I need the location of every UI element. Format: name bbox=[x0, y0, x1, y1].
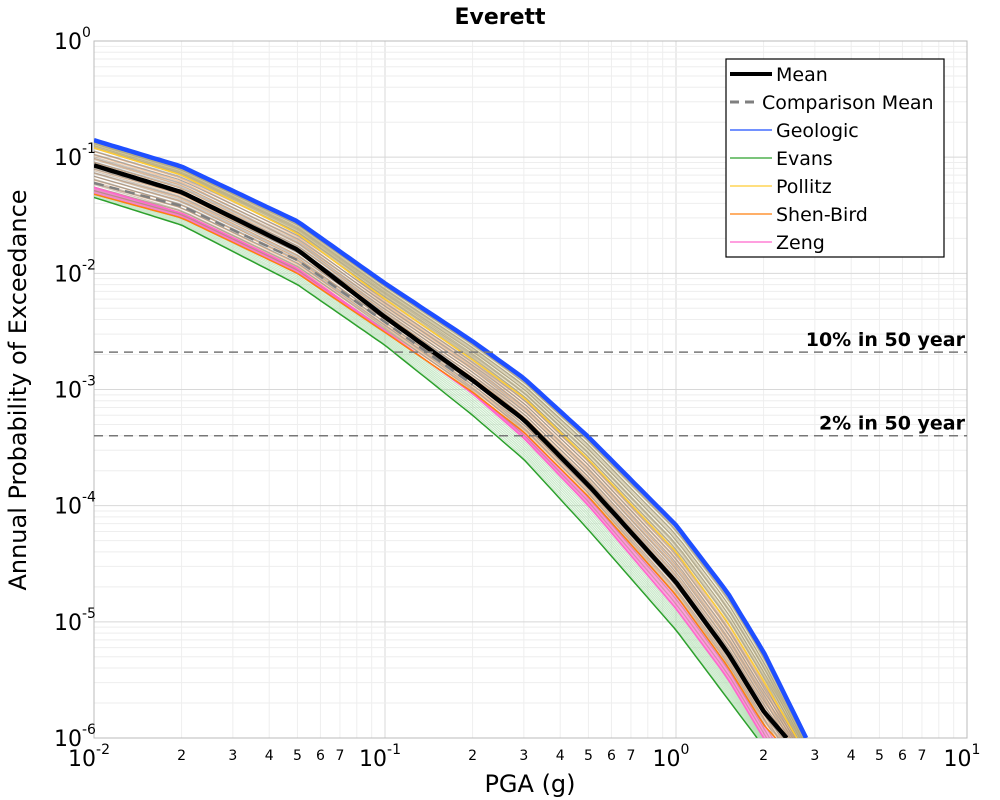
reference-lines: 10% in 50 year 2% in 50 year bbox=[94, 329, 967, 437]
branch-curve bbox=[94, 172, 794, 738]
x-minor-tick-label: 3 bbox=[810, 748, 819, 764]
y-tick-label: 10-1 bbox=[54, 141, 96, 171]
y-tick-exponent: -3 bbox=[82, 374, 96, 390]
series-line-mean bbox=[94, 163, 789, 738]
x-minor-tick-label: 4 bbox=[847, 748, 856, 764]
branch-curve bbox=[94, 143, 804, 738]
y-tick-exponent: -6 bbox=[82, 722, 96, 738]
chart-title: Everett bbox=[454, 5, 546, 30]
y-tick-label: 10-2 bbox=[54, 257, 96, 287]
legend-label-evans: Evans bbox=[776, 148, 833, 170]
series-line-pollitz bbox=[94, 147, 798, 738]
x-minor-tick-label: 2 bbox=[468, 748, 477, 764]
legend-label-shen-bird: Shen-Bird bbox=[776, 204, 868, 226]
branch-curve bbox=[94, 144, 801, 738]
branch-curve bbox=[94, 159, 792, 738]
y-tick-label: 10-4 bbox=[54, 490, 96, 520]
series-line-geologic bbox=[94, 138, 809, 738]
x-tick-label: 10-1 bbox=[359, 742, 401, 772]
legend-label-zeng: Zeng bbox=[776, 232, 825, 254]
x-minor-tick-label: 6 bbox=[607, 748, 616, 764]
branch-curve bbox=[94, 146, 799, 738]
x-tick-exponent: 0 bbox=[681, 742, 690, 758]
y-tick-exponent: -4 bbox=[82, 490, 96, 506]
series-line-comparison-mean bbox=[94, 181, 474, 386]
legend-label-pollitz: Pollitz bbox=[776, 176, 832, 198]
y-tick-label: 10-6 bbox=[54, 722, 96, 752]
y-tick-exponent: 0 bbox=[82, 25, 91, 41]
x-minor-tick-label: 5 bbox=[584, 748, 593, 764]
legend-label-geologic: Geologic bbox=[776, 120, 859, 142]
branch-curve bbox=[94, 184, 768, 738]
reference-line-label: 2% in 50 year bbox=[819, 413, 966, 435]
x-minor-tick-label: 2 bbox=[177, 748, 186, 764]
x-axis-label: PGA (g) bbox=[484, 770, 575, 798]
x-tick-label: 101 bbox=[944, 742, 981, 772]
branch-curve bbox=[94, 142, 804, 738]
x-tick-exponent: -1 bbox=[387, 742, 401, 758]
x-minor-tick-label: 6 bbox=[316, 748, 325, 764]
branch-curve bbox=[94, 190, 780, 738]
y-tick-label: 100 bbox=[54, 25, 91, 55]
x-minor-tick-label: 5 bbox=[293, 748, 302, 764]
legend: Mean Comparison Mean Geologic Evans Pollitz S… bbox=[725, 58, 945, 258]
series-line-evans bbox=[94, 196, 758, 738]
branch-curve bbox=[94, 194, 760, 738]
series-line-shen-bird bbox=[94, 193, 777, 738]
y-tick-label: 10-3 bbox=[54, 374, 96, 404]
branch-curve bbox=[94, 145, 800, 738]
branch-curve bbox=[94, 175, 791, 738]
x-minor-tick-label: 3 bbox=[519, 748, 528, 764]
x-minor-tick-label: 5 bbox=[875, 748, 884, 764]
y-tick-exponent: -1 bbox=[82, 141, 96, 157]
y-tick-exponent: -2 bbox=[82, 257, 96, 273]
x-minor-tick-label: 3 bbox=[228, 748, 237, 764]
branch-curve bbox=[94, 178, 774, 738]
x-minor-tick-label: 7 bbox=[626, 748, 635, 764]
x-tick-label: 100 bbox=[653, 742, 690, 772]
x-minor-tick-label: 6 bbox=[898, 748, 907, 764]
x-minor-tick-label: 2 bbox=[759, 748, 768, 764]
branch-curve bbox=[94, 161, 793, 738]
x-minor-tick-label: 7 bbox=[335, 748, 344, 764]
x-tick-label: 10-2 bbox=[68, 742, 110, 772]
y-axis-label: Annual Probability of Exceedance bbox=[4, 189, 32, 590]
branch-curve bbox=[94, 191, 762, 738]
branch-curve bbox=[94, 143, 802, 738]
branch-curve bbox=[94, 195, 759, 738]
legend-label-mean: Mean bbox=[776, 64, 828, 86]
y-tick-exponent: -5 bbox=[82, 606, 96, 622]
y-tick-label: 10-5 bbox=[54, 606, 96, 636]
x-minor-tick-label: 7 bbox=[917, 748, 926, 764]
x-minor-tick-label: 4 bbox=[265, 748, 274, 764]
plot-frame bbox=[93, 40, 968, 739]
series-lines bbox=[94, 138, 809, 738]
branch-curve bbox=[94, 192, 762, 738]
grid-lines bbox=[93, 41, 967, 739]
x-minor-tick-label: 4 bbox=[556, 748, 565, 764]
x-tick-exponent: -2 bbox=[96, 742, 110, 758]
legend-label-comparison-mean: Comparison Mean bbox=[762, 92, 934, 114]
y-axis-ticks: 100 10-1 10-2 10-3 10-4 10-5 10-6 bbox=[54, 25, 96, 752]
reference-line-label: 10% in 50 year bbox=[806, 329, 966, 351]
x-tick-exponent: 1 bbox=[972, 742, 981, 758]
branch-curve bbox=[94, 193, 761, 738]
